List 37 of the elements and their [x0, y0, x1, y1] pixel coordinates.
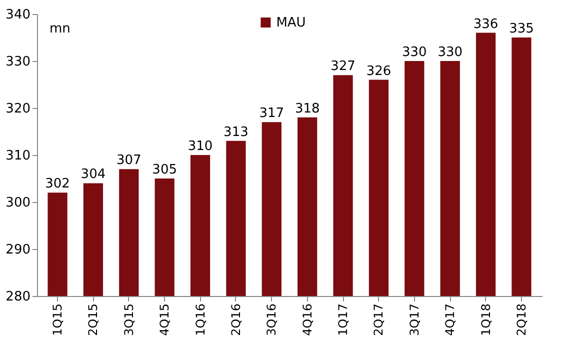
data-label: 317 — [259, 106, 284, 122]
y-tick-label: 320 — [6, 102, 30, 116]
x-tick-label: 4Q16 — [300, 304, 314, 336]
data-label: 330 — [402, 45, 427, 60]
data-label: 330 — [438, 45, 463, 60]
y-tick-label: 310 — [6, 148, 30, 164]
x-tick-label: 3Q15 — [122, 304, 136, 336]
data-label: 310 — [188, 139, 213, 154]
y-tick-label: 330 — [6, 54, 30, 70]
x-tick-label: 1Q16 — [193, 304, 208, 336]
x-tick-label: 1Q17 — [336, 304, 350, 336]
data-label: 326 — [366, 64, 392, 79]
x-tick-label: 2Q16 — [228, 304, 243, 336]
x-tick-label: 1Q15 — [50, 304, 65, 336]
x-tick-label: 4Q17 — [443, 304, 458, 336]
data-label: 318 — [294, 101, 320, 116]
x-tick-label: 2Q17 — [372, 304, 386, 336]
x-tick-label: 2Q18 — [514, 304, 528, 336]
legend-label: MAU — [276, 16, 306, 30]
data-label: 335 — [509, 22, 534, 36]
x-tick-label: 1Q18 — [478, 304, 493, 336]
y-tick-label: 300 — [6, 196, 30, 210]
data-label: 327 — [330, 59, 356, 74]
x-tick-label: 3Q16 — [264, 304, 279, 336]
x-tick-label: 2Q15 — [86, 304, 100, 336]
x-tick-label: 3Q17 — [407, 304, 422, 336]
data-label: 336 — [473, 16, 498, 32]
y-tick-label: 290 — [6, 242, 30, 258]
data-label: 305 — [152, 162, 177, 178]
data-label: 302 — [45, 176, 70, 192]
y-tick-label: 340 — [6, 8, 30, 22]
y-tick-label: 280 — [6, 290, 30, 304]
data-label: 304 — [80, 167, 106, 182]
y-axis-title: mn — [50, 22, 70, 36]
x-tick-label: 4Q15 — [158, 304, 172, 336]
data-label: 307 — [116, 153, 142, 168]
data-label: 313 — [224, 124, 248, 140]
